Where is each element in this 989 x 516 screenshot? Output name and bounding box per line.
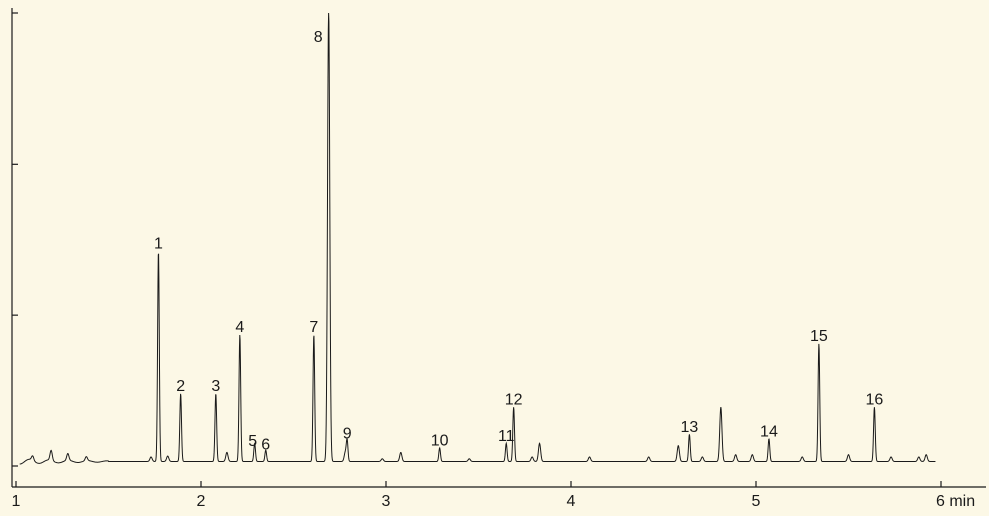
x-tick-label-6-min: 6 min bbox=[936, 493, 975, 510]
peak-label-10: 10 bbox=[431, 432, 449, 449]
peak-label-12: 12 bbox=[505, 392, 523, 409]
x-tick-label-1: 1 bbox=[12, 493, 21, 510]
x-tick-label-5: 5 bbox=[752, 493, 761, 510]
peak-label-2: 2 bbox=[176, 378, 185, 395]
peak-label-15: 15 bbox=[810, 328, 828, 345]
axes bbox=[11, 8, 986, 488]
peak-label-6: 6 bbox=[261, 437, 270, 454]
peak-label-9: 9 bbox=[343, 426, 352, 443]
x-tick-label-3: 3 bbox=[382, 493, 391, 510]
peak-label-1: 1 bbox=[154, 235, 163, 252]
peak-label-7: 7 bbox=[309, 319, 318, 336]
peak-label-14: 14 bbox=[760, 423, 778, 440]
peak-label-4: 4 bbox=[235, 319, 244, 336]
x-tick-labels: 1 2 3 4 5 6 min bbox=[12, 493, 976, 510]
peak-label-11: 11 bbox=[498, 428, 515, 445]
chromatogram-trace bbox=[19, 12, 936, 465]
x-tick-label-4: 4 bbox=[567, 493, 576, 510]
peak-label-5: 5 bbox=[248, 433, 257, 450]
peak-label-13: 13 bbox=[681, 419, 699, 436]
peak-label-3: 3 bbox=[211, 378, 220, 395]
peak-label-8: 8 bbox=[314, 29, 323, 46]
x-tick-label-2: 2 bbox=[197, 493, 206, 510]
peak-label-16: 16 bbox=[866, 392, 884, 409]
trace-layer bbox=[19, 12, 936, 465]
